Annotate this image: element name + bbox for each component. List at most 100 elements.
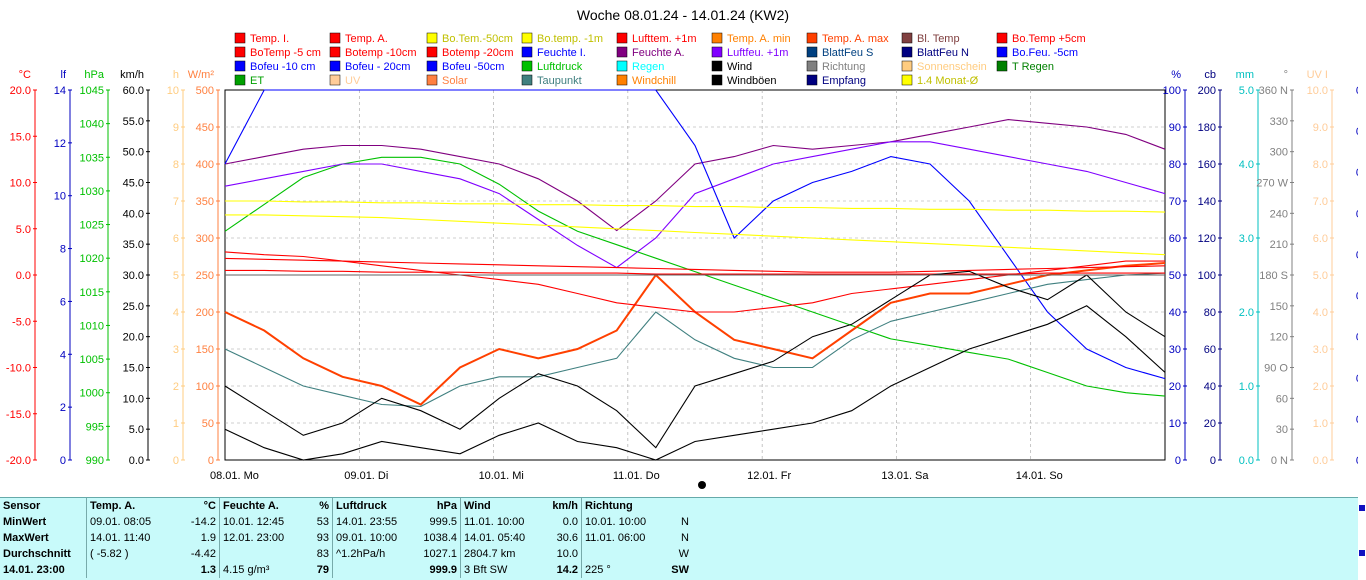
legend-swatch: [329, 60, 341, 72]
legend-swatch: [426, 74, 438, 86]
stats-cell-value: SW: [671, 564, 689, 576]
legend-swatch: [901, 60, 913, 72]
axis-tick-label: 4: [60, 349, 66, 361]
axis-tick-label: 50.0: [123, 147, 144, 159]
axis-tick-label: 1005: [80, 354, 104, 366]
axis-tick-label: 45.0: [123, 178, 144, 190]
legend-swatch: [996, 60, 1008, 72]
stats-cell-time: [86, 562, 168, 578]
axis-tick-label: 7.0: [1313, 196, 1328, 208]
axis-tick-label: 90: [1169, 122, 1181, 134]
stats-cell-value: N: [681, 516, 689, 528]
stats-cell-value: 83: [316, 548, 329, 560]
axis-tick-label: 35.0: [123, 239, 144, 251]
axis-tick-label: 2.0: [1313, 381, 1328, 393]
legend-swatch: [996, 46, 1008, 58]
axis-tick-label: 0.0: [129, 455, 144, 467]
x-tick-label: 12.01. Fr: [747, 470, 791, 482]
axis-tick-label: 450: [196, 122, 214, 134]
axis-tick-label: 300: [196, 233, 214, 245]
axis-tick-label: 0: [1210, 455, 1216, 467]
legend-label: T Regen: [1012, 61, 1054, 73]
stats-cell-value: W: [678, 548, 689, 560]
stats-panel: Sensor Temp. A. °C Feuchte A. % Luftdruc…: [0, 497, 1358, 580]
axis-tick-label: 240: [1270, 208, 1288, 220]
stats-cell-time: 12.01. 23:00: [219, 530, 301, 546]
vertical-scrollbar[interactable]: [1358, 0, 1366, 579]
series-line: [225, 214, 1166, 256]
axis-tick-label: 10: [54, 191, 66, 203]
axis-tick-label: 5.0: [1239, 85, 1254, 97]
marker-dot-icon: [698, 481, 706, 489]
legend-label: BoTemp -5 cm: [250, 47, 321, 59]
axis-tick-label: 3.0: [1239, 233, 1254, 245]
legend-swatch: [329, 46, 341, 58]
legend-label: Temp. I.: [250, 33, 289, 45]
axis-tick-label: 20: [1204, 418, 1216, 430]
axis-tick-label: 1.0: [1239, 381, 1254, 393]
axis-tick-label: 30.0: [123, 270, 144, 282]
axis-tick-label: 1010: [80, 320, 104, 332]
axis-tick-label: 0.0: [16, 270, 31, 282]
axis-tick-label: 14: [54, 85, 66, 97]
stats-cell-time: 14.01. 11:40: [86, 530, 168, 546]
stats-cell-value: 10.0: [556, 548, 578, 560]
axis-unit-label: km/h: [120, 69, 144, 81]
legend-swatch: [521, 32, 533, 44]
axis-unit-label: hPa: [84, 69, 104, 81]
axis-tick-label: 990: [86, 455, 104, 467]
x-tick-label: 08.01. Mo: [210, 470, 259, 482]
stats-cell-value: 1038.4: [423, 532, 457, 544]
legend-swatch: [806, 46, 818, 58]
axis-tick-label: 1045: [80, 85, 104, 97]
stats-cell-value: -14.2: [190, 516, 216, 528]
axis-tick-label: 2: [60, 402, 66, 414]
axis-tick-label: 15.0: [123, 363, 144, 375]
stats-header-pressure-unit: hPa: [436, 500, 457, 512]
legend-label: Bo.temp. -1m: [537, 33, 603, 45]
axis-tick-label: 15.0: [10, 131, 31, 143]
stats-row-label: MinWert: [3, 516, 47, 528]
legend-swatch: [521, 74, 533, 86]
axis-tick-label: 250: [196, 270, 214, 282]
stats-cell-time: 14.01. 05:40: [460, 530, 537, 546]
series-line: [224, 270, 1166, 449]
stats-row: MinWert 09.01. 08:05 -14.2 10.01. 12:45 53 14…: [0, 514, 692, 530]
axis-tick-label: 5.0: [129, 424, 144, 436]
scroll-marker-icon: [1359, 505, 1365, 511]
axis-tick-label: 40.0: [123, 208, 144, 220]
axis-tick-label: 0.0: [1313, 455, 1328, 467]
stats-header-row: Sensor Temp. A. °C Feuchte A. % Luftdruc…: [0, 498, 692, 514]
stats-cell-time: 3 Bft SW: [460, 562, 537, 578]
legend-label: Regen: [632, 61, 664, 73]
stats-cell-value: 30.6: [556, 532, 578, 544]
axis-unit-label: °C: [19, 69, 31, 81]
legend-label: Windchill: [632, 75, 676, 87]
axis-tick-label: 90 O: [1264, 363, 1288, 375]
axis-tick-label: 0 N: [1271, 455, 1288, 467]
legend-label: Temp. A. max: [822, 33, 889, 45]
stats-header-temp: Temp. A.: [86, 498, 168, 514]
axis-tick-label: 50: [202, 418, 214, 430]
legend-swatch: [806, 60, 818, 72]
legend-label: Bo.Feu. -5cm: [1012, 47, 1078, 59]
legend-label: BlattFeu S: [822, 47, 873, 59]
series-line: [224, 156, 1166, 397]
axis-tick-label: 6: [60, 296, 66, 308]
scroll-marker-icon: [1359, 550, 1365, 556]
legend-swatch: [711, 46, 723, 58]
legend-label: Bo.Tem.-50cm: [442, 33, 513, 45]
legend-swatch: [901, 74, 913, 86]
axis-tick-label: 1040: [80, 119, 104, 131]
legend-label: Feuchte I.: [537, 47, 586, 59]
legend-label: Bo.Temp +5cm: [1012, 33, 1086, 45]
axis-tick-label: 300: [1270, 147, 1288, 159]
legend-label: Bl. Temp: [917, 33, 960, 45]
stats-cell-value: 999.9: [429, 564, 457, 576]
stats-cell-value: 1.9: [200, 532, 216, 544]
axis-tick-label: 0: [208, 455, 214, 467]
legend-label: Lufttem. +1m: [632, 33, 697, 45]
axis-tick-label: 6: [173, 233, 179, 245]
legend-swatch: [234, 60, 246, 72]
legend-swatch: [329, 32, 341, 44]
